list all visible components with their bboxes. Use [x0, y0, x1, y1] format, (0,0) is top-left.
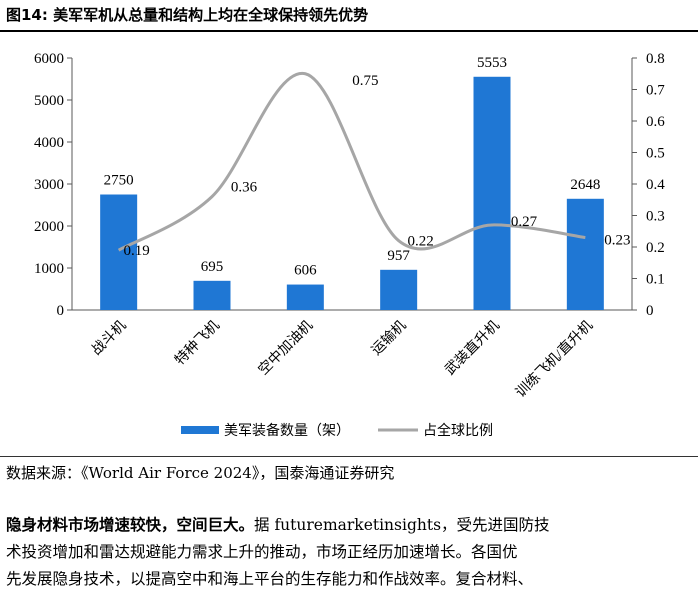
- right-tick-label: 0.7: [646, 83, 665, 99]
- line-value-label: 0.75: [352, 73, 378, 89]
- line-series: [117, 72, 586, 252]
- bar-5: [473, 76, 511, 310]
- right-axis-ticks: 0 0.1 0.2 0.3 0.4 0.5 0.6 0.7 0.8: [632, 51, 665, 319]
- bottom-rule: [0, 456, 698, 457]
- left-tick-label: 2000: [34, 219, 64, 235]
- bar-value-label: 2750: [104, 173, 134, 189]
- bar-4: [380, 269, 418, 310]
- paragraph-line-3: 先发展隐身技术，以提高空中和海上平台的生存能力和作战效率。复合材料、: [6, 570, 534, 588]
- legend-line-label: 占全球比例: [423, 422, 493, 439]
- category-label: 特种飞机: [172, 318, 223, 369]
- line-value-label: 0.27: [511, 214, 538, 230]
- top-rule: [0, 30, 698, 32]
- paragraph-line-2: 术投资增加和雷达规避能力需求上升的推动，市场正经历加速增长。各国优: [6, 543, 518, 561]
- category-label: 运输机: [368, 318, 409, 359]
- line-value-labels: 0.19 0.36 0.75 0.22 0.27 0.23: [124, 73, 631, 259]
- left-axis: 0 1000 2000 3000 4000 5000 6000: [34, 51, 73, 319]
- bar-value-label: 957: [387, 248, 410, 264]
- bar-value-label: 695: [201, 259, 224, 275]
- right-tick-label: 0: [646, 303, 654, 319]
- right-tick-label: 0.3: [646, 209, 665, 225]
- right-tick-label: 0.6: [646, 114, 665, 130]
- category-labels: 战斗机 特种飞机 空中加油机 运输机 武装直升机 训练飞机/直升机: [88, 317, 596, 401]
- category-label: 战斗机: [88, 318, 129, 359]
- legend: 美军装备数量（架） 占全球比例: [181, 422, 493, 439]
- source-note: 数据来源：《World Air Force 2024》，国泰海通证券研究: [6, 464, 395, 482]
- left-tick-label: 5000: [34, 93, 64, 109]
- paragraph-lead: 隐身材料市场增速较快，空间巨大。: [6, 516, 255, 534]
- right-tick-label: 0.8: [646, 51, 665, 67]
- left-tick-label: 0: [57, 303, 65, 319]
- left-tick-label: 6000: [34, 51, 64, 67]
- paragraph-text-1: 据 futuremarketinsights，受先进国防技: [254, 516, 550, 534]
- line-value-label: 0.19: [124, 243, 150, 259]
- line-value-label: 0.23: [604, 233, 630, 249]
- body-paragraph: 隐身材料市场增速较快，空间巨大。据 futuremarketinsights，受…: [6, 512, 696, 593]
- bar-2: [193, 280, 231, 310]
- left-tick-label: 1000: [34, 261, 64, 277]
- bar-1: [100, 194, 138, 310]
- bar-value-label: 2648: [570, 177, 600, 193]
- bar-value-label: 606: [294, 263, 317, 279]
- line-value-label: 0.36: [231, 180, 258, 196]
- right-tick-label: 0.2: [646, 240, 665, 256]
- bar-series: [100, 76, 604, 310]
- category-label: 空中加油机: [255, 318, 316, 379]
- legend-bar-swatch: [181, 426, 219, 434]
- right-tick-label: 0.1: [646, 272, 665, 288]
- left-axis-ticks: 0 1000 2000 3000 4000 5000 6000: [34, 51, 72, 319]
- right-tick-label: 0.5: [646, 146, 665, 162]
- bar-6: [566, 198, 604, 310]
- bar-3: [286, 284, 324, 310]
- figure-title: 图14: 美军军机从总量和结构上均在全球保持领先优势: [6, 6, 369, 24]
- line-value-label: 0.22: [408, 234, 434, 250]
- category-label: 训练飞机/直升机: [512, 317, 596, 401]
- left-tick-label: 3000: [34, 177, 64, 193]
- right-tick-label: 0.4: [646, 177, 665, 193]
- category-label: 武装直升机: [441, 317, 503, 379]
- legend-bar-label: 美军装备数量（架）: [224, 422, 350, 439]
- bar-value-labels: 2750 695 606 957 5553 2648: [104, 55, 601, 279]
- bar-value-label: 5553: [477, 55, 507, 71]
- paragraph-line-1: 隐身材料市场增速较快，空间巨大。据 futuremarketinsights，受…: [6, 512, 696, 539]
- right-axis: 0 0.1 0.2 0.3 0.4 0.5 0.6 0.7 0.8: [631, 51, 665, 319]
- left-tick-label: 4000: [34, 135, 64, 151]
